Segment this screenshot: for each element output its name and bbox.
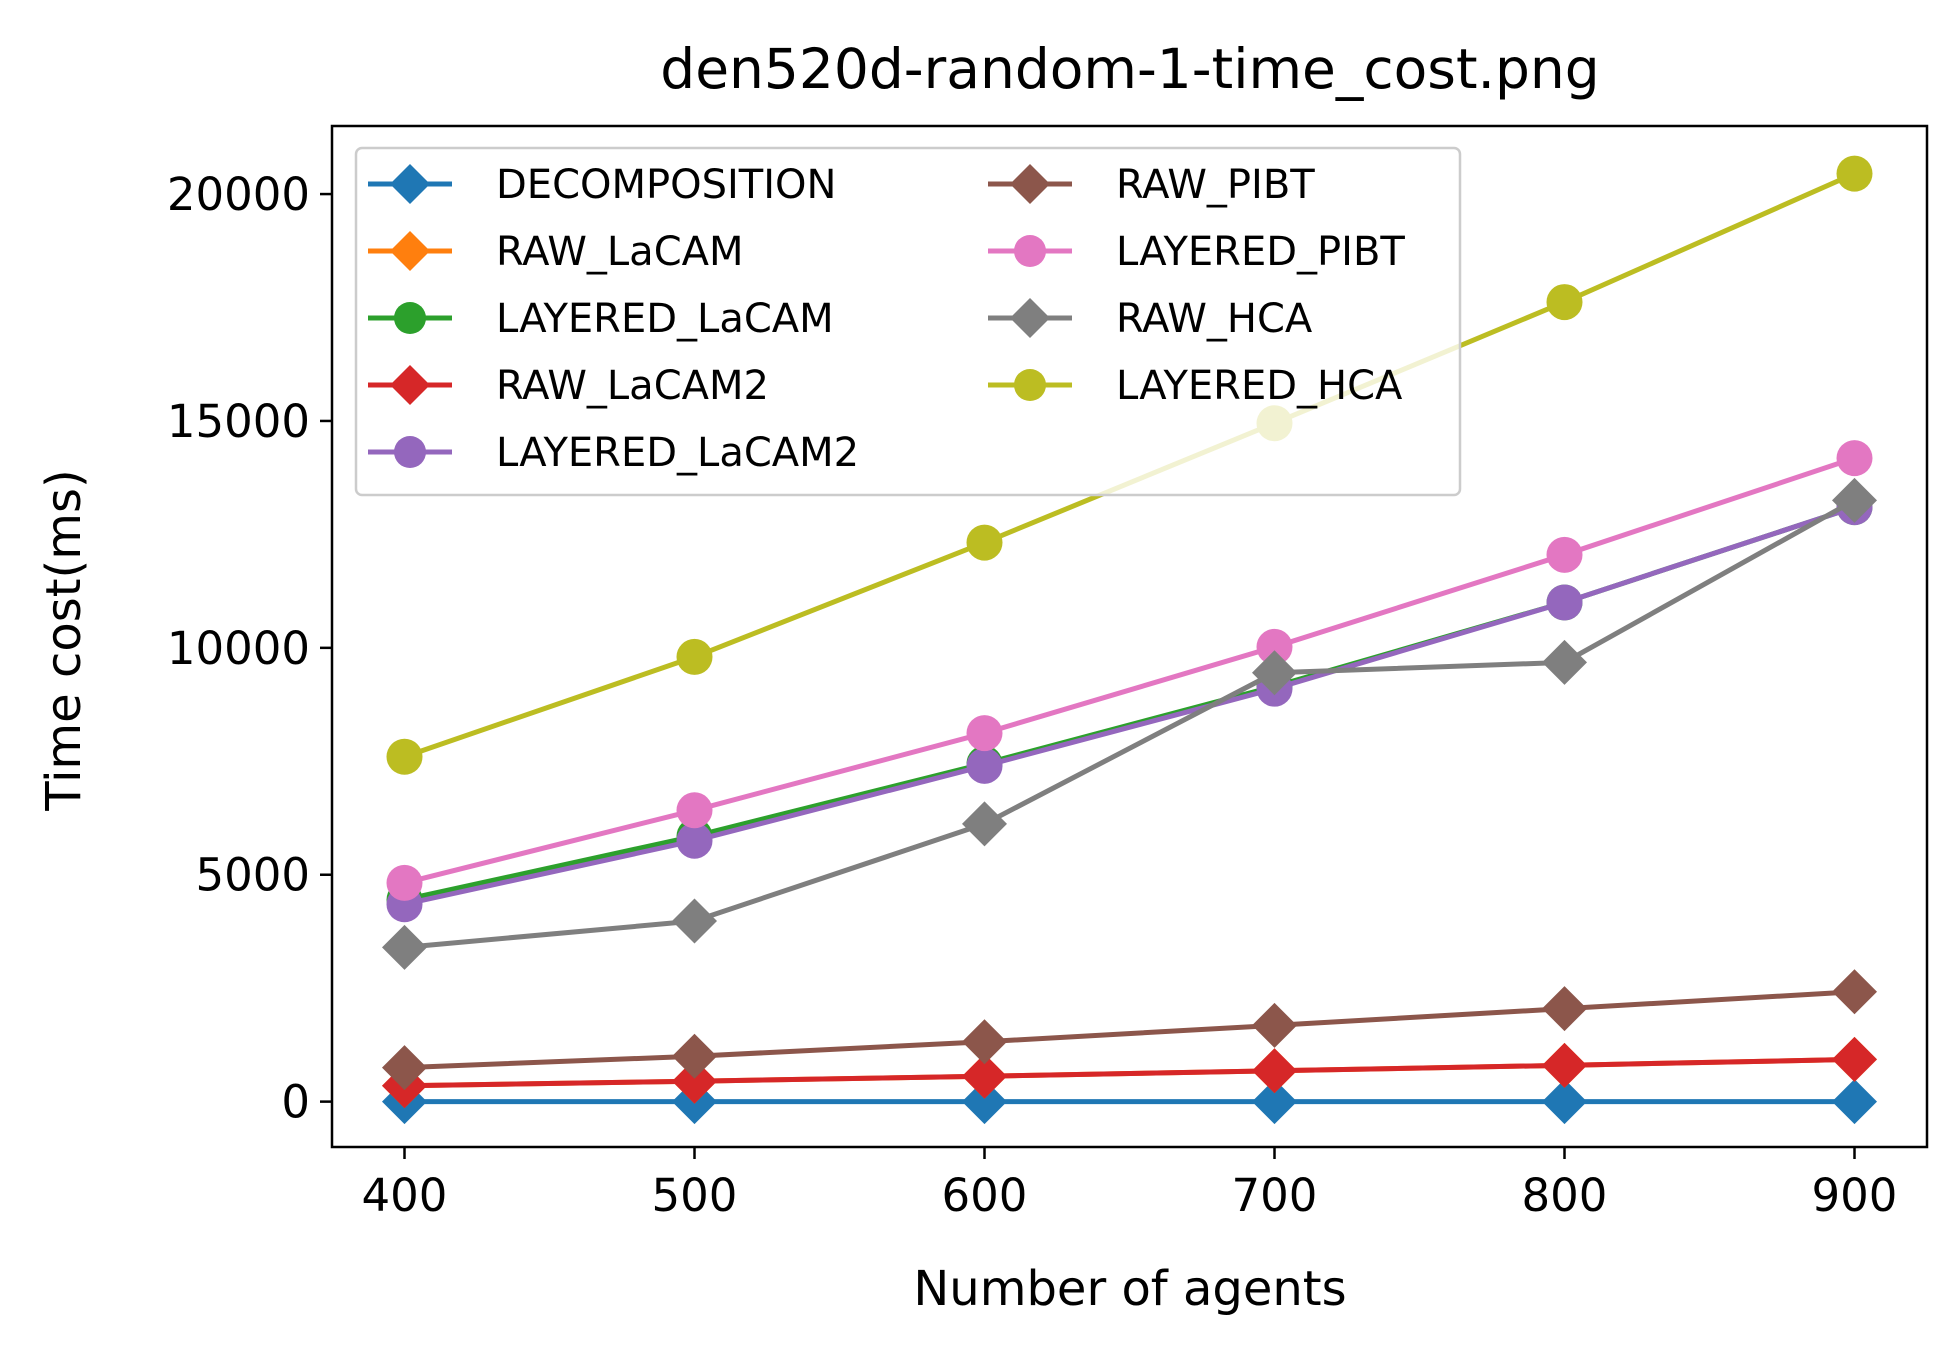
- data-point: [382, 1045, 427, 1091]
- series-layered-pibt: [386, 440, 1873, 901]
- y-axis-label: Time cost(ms): [36, 469, 92, 812]
- data-point: [1832, 477, 1877, 523]
- legend-label: RAW_PIBT: [1116, 162, 1315, 208]
- chart-title: den520d-random-1-time_cost.png: [660, 37, 1599, 101]
- data-point: [676, 822, 713, 859]
- data-point: [1832, 969, 1877, 1015]
- data-point: [962, 1053, 1007, 1099]
- legend-label: LAYERED_HCA: [1116, 363, 1403, 409]
- legend-label: LAYERED_LaCAM: [496, 296, 834, 342]
- series-line: [403, 504, 1856, 907]
- legend: DECOMPOSITION RAW_LaCAM LAYERED_LaCAM RAW_L…: [354, 146, 1462, 497]
- data-point: [672, 1058, 717, 1104]
- legend-marker: [390, 365, 430, 405]
- data-point: [1832, 1036, 1877, 1082]
- x-axis-label: Number of agents: [913, 1261, 1346, 1317]
- legend-entry: RAW_PIBT: [988, 162, 1315, 208]
- legend-marker: [1014, 235, 1046, 267]
- y-tick-label: 0: [281, 1076, 310, 1129]
- series-line: [403, 455, 1856, 886]
- legend-entry: LAYERED_LaCAM: [368, 296, 834, 342]
- y-tick-label: 5000: [195, 849, 310, 902]
- legend-marker: [1014, 369, 1046, 401]
- legend-marker: [1010, 298, 1050, 338]
- x-tick-label: 800: [1522, 1169, 1608, 1222]
- y-tick-label: 20000: [167, 168, 310, 221]
- x-tick-label: 700: [1232, 1169, 1318, 1222]
- x-tick-label: 900: [1812, 1169, 1898, 1222]
- legend-marker: [390, 231, 430, 271]
- axis-ticks: 400 500 600 700 800 900 0 5000 10000 15000 20000: [167, 124, 1929, 1222]
- data-point: [1832, 1079, 1877, 1125]
- y-tick-label: 10000: [167, 622, 310, 675]
- data-point: [1252, 1079, 1297, 1125]
- legend-entry: LAYERED_PIBT: [988, 229, 1405, 275]
- data-point: [1252, 650, 1297, 696]
- series-line: [404, 989, 1855, 1071]
- data-point: [962, 801, 1007, 847]
- legend-entry: DECOMPOSITION: [368, 162, 836, 208]
- data-point: [1542, 639, 1587, 685]
- legend-label: LAYERED_PIBT: [1116, 229, 1405, 275]
- legend-entry: RAW_LaCAM2: [368, 363, 769, 409]
- data-point: [1542, 1042, 1587, 1088]
- series-line: [404, 1056, 1855, 1089]
- data-point: [676, 792, 713, 829]
- x-tick-label: 500: [652, 1169, 738, 1222]
- legend-label: RAW_LaCAM2: [496, 363, 769, 409]
- data-point: [1546, 584, 1583, 621]
- data-point: [1836, 155, 1873, 192]
- series-raw-hca: [382, 477, 1877, 970]
- data-point: [966, 715, 1003, 752]
- x-tick-label: 600: [942, 1169, 1028, 1222]
- data-point: [966, 747, 1003, 784]
- legend-box: [354, 146, 1462, 497]
- data-point: [1542, 1079, 1587, 1125]
- legend-marker: [394, 436, 426, 468]
- data-point: [676, 638, 713, 675]
- plot-frame: [330, 124, 1929, 1149]
- y-tick-label: 15000: [167, 395, 310, 448]
- series-raw-pibt: [382, 969, 1877, 1091]
- legend-entry: RAW_HCA: [988, 296, 1313, 342]
- data-point: [1546, 536, 1583, 573]
- legend-label: DECOMPOSITION: [496, 162, 836, 208]
- legend-entry: LAYERED_HCA: [988, 363, 1403, 409]
- data-point: [672, 1033, 717, 1079]
- legend-label: RAW_LaCAM: [496, 229, 744, 275]
- legend-marker: [394, 302, 426, 334]
- legend-entry: LAYERED_LaCAM2: [368, 430, 859, 476]
- legend-entry: RAW_LaCAM: [368, 229, 744, 275]
- plot-area: [382, 155, 1877, 1125]
- data-point: [386, 738, 423, 775]
- data-point: [1256, 628, 1293, 665]
- x-tick-label: 400: [362, 1169, 448, 1222]
- legend-label: LAYERED_LaCAM2: [496, 430, 859, 476]
- series-layered-lacam2: [386, 489, 1873, 923]
- legend-marker: [390, 164, 430, 204]
- data-point: [966, 524, 1003, 561]
- legend-marker: [1010, 164, 1050, 204]
- data-point: [1546, 284, 1583, 321]
- legend-label: RAW_HCA: [1116, 296, 1313, 342]
- data-point: [1542, 986, 1587, 1032]
- data-point: [1836, 440, 1873, 477]
- data-point: [382, 924, 427, 970]
- series-line: [404, 498, 1856, 950]
- data-point: [672, 898, 717, 944]
- data-point: [962, 1079, 1007, 1125]
- data-point: [1252, 1048, 1297, 1094]
- data-point: [386, 864, 423, 901]
- series-decomposition: [382, 1079, 1877, 1125]
- data-point: [1252, 1002, 1297, 1048]
- data-point: [962, 1019, 1007, 1065]
